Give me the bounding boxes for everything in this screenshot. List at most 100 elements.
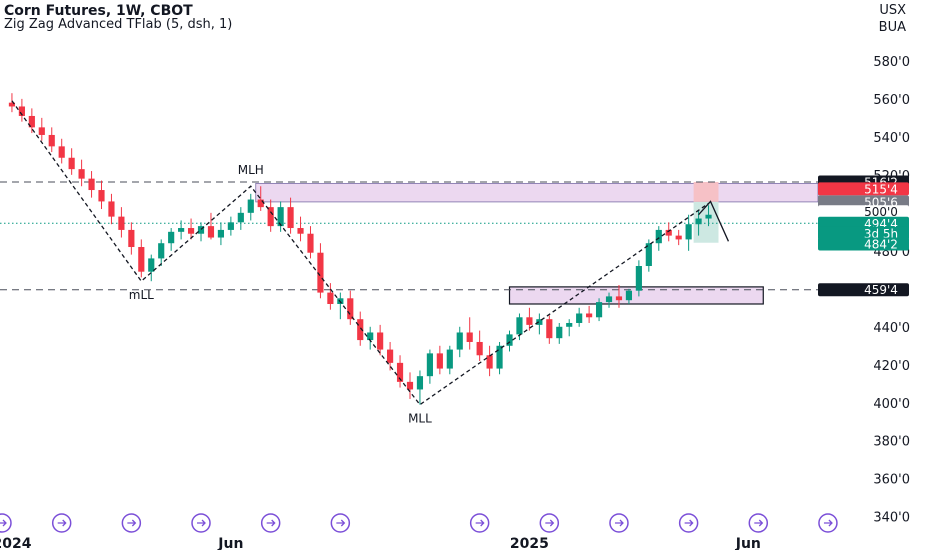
- candle: [635, 260, 642, 297]
- candle: [197, 222, 205, 242]
- y-tick-label: 440'0: [873, 321, 910, 336]
- y-tick-label: 360'0: [873, 473, 910, 488]
- event-marker-arrow: [0, 519, 7, 527]
- candle: [217, 222, 225, 246]
- candle-body: [317, 252, 324, 293]
- candle-body: [516, 317, 523, 335]
- candle: [118, 207, 125, 238]
- event-marker-icon: [818, 513, 838, 533]
- price-label-text: 500'0: [864, 205, 898, 219]
- candle-body: [207, 226, 215, 238]
- candle-body: [496, 345, 503, 369]
- event-marker-icon: [539, 513, 560, 533]
- price-label-text: 484'2: [864, 237, 898, 251]
- stop-loss-zone: [693, 181, 719, 202]
- candle-body: [586, 313, 593, 318]
- price-label-text: 515'4: [864, 182, 898, 196]
- candle-body: [227, 222, 234, 230]
- candle-body: [297, 228, 304, 234]
- currency-label: USX: [879, 3, 906, 18]
- price-label-bg: [818, 182, 909, 196]
- candle-body: [128, 229, 135, 248]
- candle-body: [58, 146, 65, 158]
- event-marker-arrow: [614, 519, 624, 527]
- candle: [536, 313, 543, 335]
- candle: [237, 207, 244, 230]
- candle-body: [685, 224, 692, 240]
- zigzag-label-mLL: mLL: [129, 288, 154, 302]
- candle: [705, 205, 712, 227]
- price-label: 459'4: [818, 283, 909, 297]
- x-tick-label: 2024: [0, 536, 32, 550]
- candle: [526, 307, 533, 331]
- event-marker-arrow: [823, 519, 833, 527]
- price-label: 3d 5h: [818, 226, 909, 241]
- candle: [327, 283, 334, 310]
- event-marker-icon: [121, 513, 142, 533]
- candle: [128, 222, 135, 255]
- candle-body: [406, 381, 414, 390]
- event-marker-arrow: [684, 519, 694, 527]
- candle: [516, 313, 523, 341]
- candle: [178, 220, 185, 240]
- projection-path: [698, 200, 730, 242]
- price-label-bg: [818, 205, 909, 219]
- candle: [38, 117, 45, 141]
- candle-body: [566, 322, 573, 327]
- candle: [466, 317, 473, 350]
- y-tick-label: 340'0: [873, 511, 910, 526]
- candle-body: [377, 332, 384, 350]
- candle-body: [635, 266, 642, 291]
- candle-body: [436, 353, 443, 369]
- event-marker-arrow: [475, 519, 485, 527]
- candle-body: [625, 290, 633, 301]
- candle: [337, 292, 344, 320]
- candle-body: [68, 157, 75, 170]
- event-marker-icon: [678, 513, 699, 533]
- candle: [88, 171, 95, 198]
- candle: [426, 349, 433, 384]
- candle-body: [526, 317, 533, 325]
- candle-body: [396, 362, 404, 382]
- candle-body: [118, 216, 125, 230]
- candle: [406, 372, 414, 399]
- candle: [148, 254, 155, 282]
- x-tick-label: Jun: [735, 536, 761, 550]
- candle-body: [8, 102, 16, 107]
- candle-body: [98, 190, 105, 202]
- candle-body: [277, 207, 284, 227]
- candle-body: [178, 228, 185, 232]
- candle-body: [48, 134, 55, 147]
- event-marker-arrow: [266, 519, 276, 527]
- supply-zone-0: [255, 182, 819, 203]
- candle: [98, 180, 105, 210]
- y-tick-label: 400'0: [873, 397, 910, 412]
- indicator-legend[interactable]: Zig Zag Advanced TFlab (5, dsh, 1): [4, 17, 233, 32]
- candle-body: [148, 258, 155, 272]
- candle-body: [197, 226, 205, 234]
- event-marker-icon: [748, 513, 769, 533]
- event-marker-arrow: [127, 519, 137, 527]
- event-marker-icon: [330, 513, 351, 533]
- candle: [357, 311, 364, 346]
- candle: [586, 305, 593, 323]
- candle-body: [645, 243, 652, 267]
- zigzag-label-MLL: MLL: [408, 412, 432, 426]
- y-tick-label: 560'0: [873, 93, 910, 108]
- event-marker-icon: [0, 513, 12, 533]
- candle-body: [416, 376, 424, 390]
- candle: [685, 214, 692, 251]
- candle-body: [456, 332, 463, 350]
- candle: [138, 239, 145, 278]
- candle: [58, 138, 65, 164]
- candle: [476, 330, 483, 361]
- candle: [158, 239, 165, 267]
- price-label: 500'0: [818, 205, 909, 219]
- candle-body: [237, 212, 244, 223]
- candle: [277, 201, 284, 232]
- symbol-title[interactable]: Corn Futures, 1W, CBOT: [4, 3, 193, 19]
- candle: [416, 370, 424, 405]
- candle-body: [675, 235, 682, 240]
- price-label-text: 3d 5h: [864, 227, 898, 241]
